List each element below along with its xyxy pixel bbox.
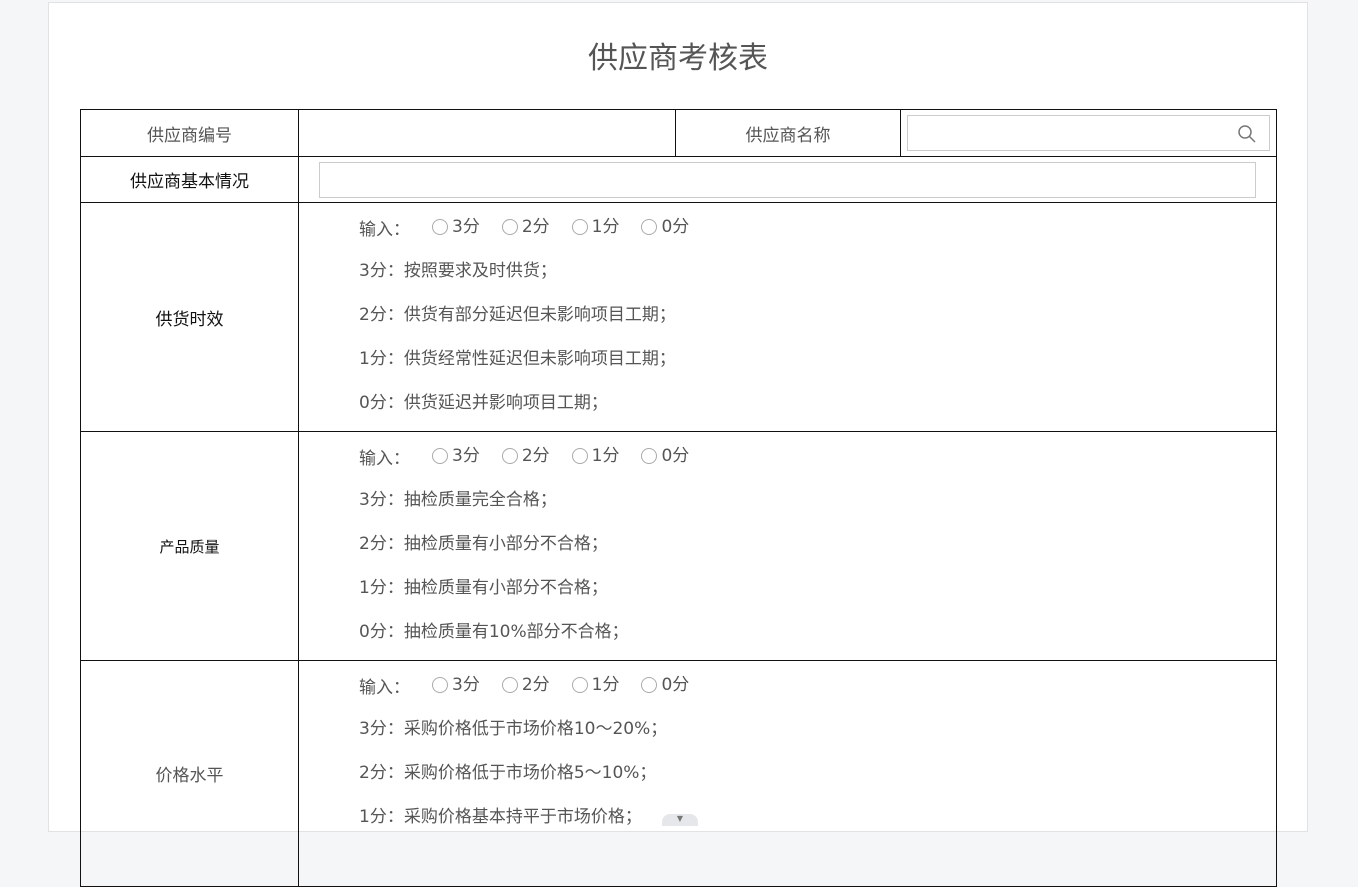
radio-circle-icon <box>432 677 448 693</box>
basic-info-label: 供应商基本情况 <box>80 156 299 203</box>
input-label: 输入： <box>359 449 410 469</box>
score-radio[interactable]: 2分 <box>501 211 550 243</box>
radio-circle-icon <box>501 677 518 693</box>
section-row: 产品质量 输入： 3分 2分 1分 0分 3分：抽检质量完全合格； 2分：抽检质量有小部分不合… <box>80 431 1277 661</box>
criteria-text: 1分：抽检质量有小部分不合格； <box>359 578 608 598</box>
criteria-text: 2分：采购价格低于市场价格5～10%； <box>359 763 657 783</box>
score-input-row: 输入： 3分 2分 1分 0分 <box>359 440 1276 484</box>
chevron-down-icon: ▼ <box>676 814 684 823</box>
score-input-row: 输入： 3分 2分 1分 0分 <box>359 669 1276 713</box>
criteria-text: 1分：采购价格基本持平于市场价格； <box>359 807 642 827</box>
criteria-text: 0分：抽检质量有10%部分不合格； <box>359 622 629 642</box>
radio-circle-icon <box>641 677 658 693</box>
evaluation-table: 供应商编号 供应商名称 供应商基本情况 供货时效 输入： 3分 2分 1分 0分 3分：按照… <box>80 109 1277 887</box>
score-radio[interactable]: 0分 <box>641 440 689 472</box>
radio-circle-icon <box>571 677 588 693</box>
input-label: 输入： <box>359 220 410 240</box>
section-label: 价格水平 <box>80 660 299 887</box>
score-radio[interactable]: 2分 <box>501 440 550 472</box>
criteria-text: 2分：供货有部分延迟但未影响项目工期； <box>359 305 676 325</box>
score-radio[interactable]: 3分 <box>432 211 480 243</box>
radio-circle-icon <box>571 448 588 464</box>
supplier-id-label: 供应商编号 <box>80 109 299 157</box>
radio-circle-icon <box>641 219 658 235</box>
score-radio[interactable]: 0分 <box>641 211 689 243</box>
score-radio[interactable]: 0分 <box>641 669 689 701</box>
radio-circle-icon <box>501 448 518 464</box>
search-icon[interactable] <box>1237 124 1257 144</box>
radio-circle-icon <box>432 448 448 464</box>
criteria-text: 1分：供货经常性延迟但未影响项目工期； <box>359 349 676 369</box>
criteria-text: 2分：抽检质量有小部分不合格； <box>359 534 608 554</box>
page-title: 供应商考核表 <box>588 41 768 76</box>
score-radio[interactable]: 1分 <box>571 669 619 701</box>
form-card: 供应商考核表 供应商编号 供应商名称 供应商基本情况 供货时效 输入： 3分 2分 1分… <box>48 2 1308 887</box>
basic-info-input[interactable] <box>319 161 1256 198</box>
supplier-name-label: 供应商名称 <box>675 109 901 157</box>
section-label: 供货时效 <box>80 202 299 432</box>
input-label: 输入： <box>359 678 410 698</box>
section-row: 供货时效 输入： 3分 2分 1分 0分 3分：按照要求及时供货； 2分：供货有部分延迟但未影… <box>80 202 1277 432</box>
criteria-text: 3分：抽检质量完全合格； <box>359 490 557 510</box>
criteria-text: 3分：按照要求及时供货； <box>359 261 557 281</box>
score-radio[interactable]: 1分 <box>571 211 619 243</box>
radio-circle-icon <box>641 448 658 464</box>
score-input-row: 输入： 3分 2分 1分 0分 <box>359 211 1276 255</box>
score-radio[interactable]: 2分 <box>501 669 550 701</box>
section-label: 产品质量 <box>80 431 299 661</box>
score-radio[interactable]: 1分 <box>571 440 619 472</box>
supplier-id-field[interactable] <box>298 109 676 157</box>
radio-circle-icon <box>432 219 448 235</box>
section-row: 价格水平 输入： 3分 2分 1分 0分 3分：采购价格低于市场价格10～20%； 2分：采购… <box>80 660 1277 887</box>
score-radio[interactable]: 3分 <box>432 440 480 472</box>
score-radio[interactable]: 3分 <box>432 669 480 701</box>
criteria-text: 3分：采购价格低于市场价格10～20%； <box>359 719 668 739</box>
supplier-name-input[interactable] <box>907 115 1270 151</box>
radio-circle-icon <box>501 219 518 235</box>
radio-circle-icon <box>571 219 588 235</box>
collapse-toggle[interactable]: ▼ <box>662 814 698 826</box>
criteria-text: 0分：供货延迟并影响项目工期； <box>359 393 608 413</box>
